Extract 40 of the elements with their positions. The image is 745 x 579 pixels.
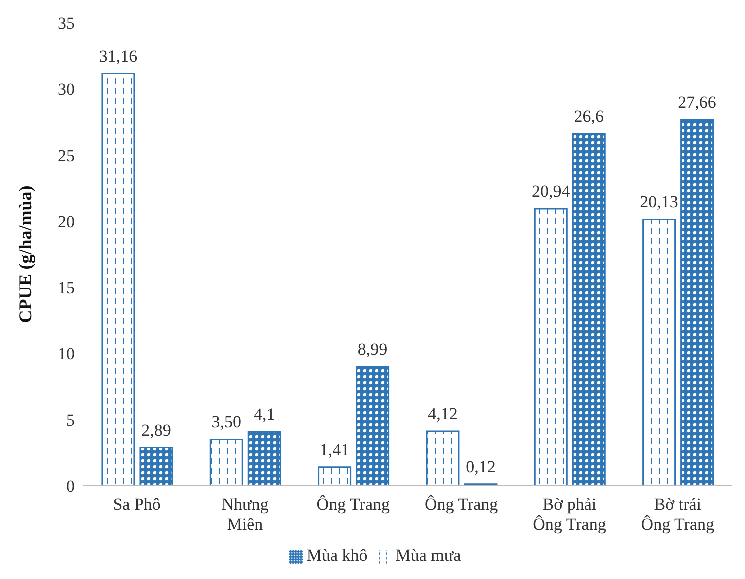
- data-label: 20,13: [640, 192, 678, 212]
- y-tick-label: 30: [58, 80, 75, 100]
- bar: [680, 119, 714, 486]
- data-label: 31,16: [99, 46, 138, 66]
- bar: [318, 466, 352, 486]
- data-label: 8,99: [358, 340, 388, 360]
- y-tick-label: 25: [58, 146, 75, 166]
- y-tick-label: 20: [58, 212, 75, 232]
- y-tick-label: 5: [66, 410, 75, 430]
- data-label: 27,66: [678, 93, 716, 112]
- bar: [102, 73, 136, 486]
- legend-label: Mùa mưa: [396, 546, 462, 565]
- y-tick-label: 15: [58, 278, 75, 298]
- data-label: 0,12: [466, 457, 496, 476]
- data-label: 1,41: [320, 440, 350, 460]
- y-tick-label: 0: [66, 477, 75, 496]
- y-tick-label: 10: [58, 344, 75, 364]
- data-label: 2,89: [142, 420, 172, 440]
- bar: [572, 133, 606, 486]
- bar: [210, 438, 244, 486]
- data-label: 20,94: [532, 182, 571, 201]
- x-tick-label: Nhưng Miên: [222, 495, 270, 534]
- y-tick-label: 35: [58, 14, 75, 34]
- data-label: 3,50: [212, 412, 242, 432]
- x-tick-label: Bờ phải Ông Trang: [533, 495, 607, 534]
- y-axis-title: CPUE (g/ha/mùa): [15, 186, 36, 324]
- data-label: 4,1: [254, 404, 276, 424]
- x-tick-label: Ông Trang: [316, 495, 391, 514]
- x-tick-label: Ông Trang: [424, 495, 499, 514]
- legend-label: Mùa khô: [306, 546, 368, 565]
- bar: [534, 208, 568, 486]
- bar: [642, 218, 676, 486]
- x-tick-label: Sa Phô: [113, 495, 161, 514]
- bar: [356, 366, 390, 486]
- bar: [426, 430, 460, 486]
- data-label: 26,6: [574, 107, 604, 126]
- bar: [140, 447, 174, 486]
- data-label: 4,12: [428, 404, 458, 424]
- x-tick-label: Bờ trái Ông Trang: [641, 495, 716, 534]
- bar: [248, 431, 282, 486]
